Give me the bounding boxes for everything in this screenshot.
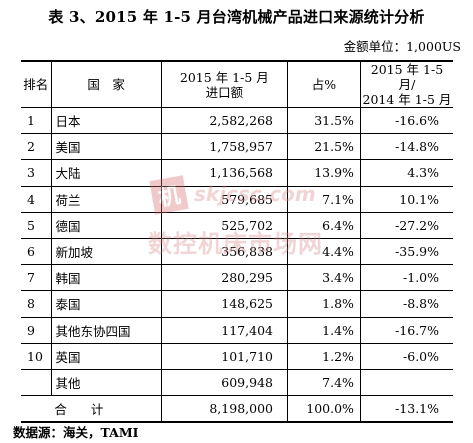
unit-note: 金额单位：1,000US bbox=[343, 39, 461, 54]
header-country-label: 国 家 bbox=[87, 77, 125, 92]
cell-country: 大陆 bbox=[51, 159, 162, 187]
cell-growth bbox=[360, 369, 453, 395]
total-label: 合计 bbox=[21, 395, 162, 423]
cell-growth: -8.8% bbox=[403, 296, 439, 312]
header-rank: 排名 bbox=[21, 61, 52, 108]
cell-rank: 3 bbox=[21, 159, 52, 187]
cell-share: 21.5% bbox=[287, 133, 361, 160]
table-row: 3 大陆 1,136,568 13.9% 4.3% bbox=[21, 159, 453, 187]
cell-amount: 579,685 bbox=[161, 186, 288, 213]
cell-growth: 10.1% bbox=[399, 191, 439, 207]
table-row: 其他 609,948 7.4% bbox=[21, 369, 453, 396]
cell-share: 31.5% bbox=[287, 107, 361, 134]
cell-country: 美国 bbox=[51, 133, 162, 160]
table-row: 2 美国 1,758,957 21.5% -14.8% bbox=[21, 133, 453, 160]
cell-country: 其他东协四国 bbox=[51, 317, 162, 344]
cell-growth: -1.0% bbox=[403, 270, 439, 286]
cell-country: 英国 bbox=[51, 343, 162, 370]
cell-country: 韩国 bbox=[51, 264, 162, 291]
cell-rank: 6 bbox=[21, 238, 52, 265]
cell-amount: 1,136,568 bbox=[161, 159, 288, 187]
cell-country: 泰国 bbox=[51, 290, 162, 317]
total-share: 100.0% bbox=[287, 395, 361, 423]
cell-growth: 4.3% bbox=[407, 165, 439, 181]
table-header-row: 排名 国 家 2015 年 1-5 月 进口额 占% 2015 年 1-5 月/… bbox=[21, 61, 453, 108]
cell-amount: 609,948 bbox=[161, 369, 288, 396]
cell-rank: 10 bbox=[21, 343, 52, 370]
cell-growth: -16.6% bbox=[395, 113, 439, 129]
import-table: 排名 国 家 2015 年 1-5 月 进口额 占% 2015 年 1-5 月/… bbox=[21, 60, 453, 423]
cell-share: 1.4% bbox=[287, 317, 361, 344]
cell-country: 德国 bbox=[51, 212, 162, 239]
header-country: 国 家 bbox=[51, 61, 162, 108]
table-row: 4 荷兰 579,685 7.1% 10.1% bbox=[21, 186, 453, 213]
cell-amount: 2,582,268 bbox=[161, 107, 288, 134]
header-amount-line2: 进口额 bbox=[205, 84, 244, 100]
cell-amount: 148,625 bbox=[161, 290, 288, 317]
table-row: 7 韩国 280,295 3.4% -1.0% bbox=[21, 264, 453, 291]
table-row: 9 其他东协四国 117,404 1.4% -16.7% bbox=[21, 317, 453, 344]
header-growth-line1: 2015 年 1-5 月/ bbox=[370, 62, 444, 92]
cell-rank: 2 bbox=[21, 133, 52, 160]
cell-rank: 1 bbox=[21, 107, 52, 134]
cell-amount: 117,404 bbox=[161, 317, 288, 344]
total-amount: 8,198,000 bbox=[161, 395, 288, 423]
cell-rank bbox=[21, 369, 52, 396]
cell-rank: 9 bbox=[21, 317, 52, 344]
table-row: 1 日本 2,582,268 31.5% -16.6% bbox=[21, 107, 453, 134]
table-row: 8 泰国 148,625 1.8% -8.8% bbox=[21, 290, 453, 317]
cell-share: 6.4% bbox=[287, 212, 361, 239]
header-share: 占% bbox=[287, 61, 361, 108]
cell-rank: 7 bbox=[21, 264, 52, 291]
source-note: 数据源：海关，TAMI bbox=[13, 425, 139, 440]
cell-amount: 525,702 bbox=[161, 212, 288, 239]
header-growth: 2015 年 1-5 月/ 2014 年 1-5 月 bbox=[360, 61, 453, 108]
cell-growth: -27.2% bbox=[395, 217, 439, 233]
header-share-label: 占% bbox=[311, 77, 337, 92]
cell-country: 新加坡 bbox=[51, 238, 162, 265]
table-row: 10 英国 101,710 1.2% -6.0% bbox=[21, 343, 453, 370]
cell-rank: 4 bbox=[21, 186, 52, 213]
total-growth: -13.1% bbox=[395, 401, 439, 417]
cell-share: 1.2% bbox=[287, 343, 361, 370]
cell-amount: 356,838 bbox=[161, 238, 288, 265]
cell-amount: 280,295 bbox=[161, 264, 288, 291]
header-rank-label: 排名 bbox=[23, 77, 49, 92]
table-body: 1 日本 2,582,268 31.5% -16.6% 2 美国 1,758,957 21.5%… bbox=[21, 107, 453, 396]
header-amount-line1: 2015 年 1-5 月 bbox=[179, 69, 269, 85]
cell-share: 4.4% bbox=[287, 238, 361, 265]
table-row: 6 新加坡 356,838 4.4% -35.9% bbox=[21, 238, 453, 265]
cell-amount: 1,758,957 bbox=[161, 133, 288, 160]
cell-country: 日本 bbox=[51, 107, 162, 134]
cell-growth: -16.7% bbox=[395, 322, 439, 338]
cell-rank: 8 bbox=[21, 290, 52, 317]
cell-growth: -14.8% bbox=[395, 139, 439, 155]
table-row: 5 德国 525,702 6.4% -27.2% bbox=[21, 212, 453, 239]
cell-country: 荷兰 bbox=[51, 186, 162, 213]
total-row: 合计 8,198,000 100.0% -13.1% bbox=[21, 395, 453, 423]
cell-amount: 101,710 bbox=[161, 343, 288, 370]
cell-share: 1.8% bbox=[287, 290, 361, 317]
cell-rank: 5 bbox=[21, 212, 52, 239]
cell-share: 7.4% bbox=[287, 369, 361, 396]
cell-growth: -6.0% bbox=[403, 348, 439, 364]
cell-share: 7.1% bbox=[287, 186, 361, 213]
cell-share: 13.9% bbox=[287, 159, 361, 187]
cell-country: 其他 bbox=[51, 369, 162, 396]
page-title: 表 3、2015 年 1-5 月台湾机械产品进口来源统计分析 bbox=[48, 8, 425, 26]
header-growth-line2: 2014 年 1-5 月 bbox=[362, 92, 452, 107]
cell-growth: -35.9% bbox=[395, 244, 439, 260]
header-amount: 2015 年 1-5 月 进口额 bbox=[161, 61, 288, 108]
cell-share: 3.4% bbox=[287, 264, 361, 291]
